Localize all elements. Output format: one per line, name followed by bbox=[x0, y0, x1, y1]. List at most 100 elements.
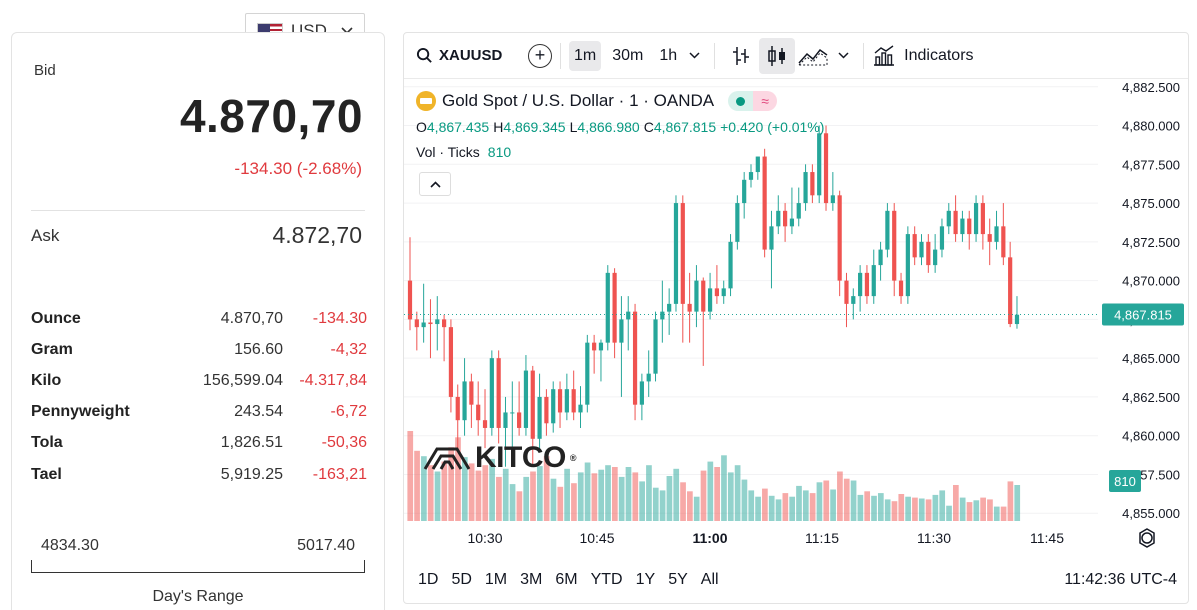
range-ytd[interactable]: YTD bbox=[590, 571, 623, 588]
day-range-label: Day's Range bbox=[152, 588, 244, 605]
unit-change: -4.317,84 bbox=[299, 371, 367, 389]
volume-bar bbox=[536, 466, 543, 521]
candle-body bbox=[844, 280, 849, 304]
candle-body bbox=[653, 319, 658, 374]
candle-body bbox=[592, 342, 597, 351]
candle-body bbox=[919, 241, 924, 258]
volume-bar bbox=[523, 476, 530, 521]
y-tick-label: 4,872.500 bbox=[1122, 235, 1180, 250]
unit-name: Tola bbox=[31, 434, 63, 452]
volume-bar bbox=[857, 494, 864, 521]
volume-bar bbox=[925, 499, 932, 521]
volume-bar bbox=[448, 447, 455, 521]
candle-body bbox=[1014, 314, 1020, 325]
candle-body bbox=[680, 203, 685, 304]
indicators-icon bbox=[874, 44, 895, 66]
y-tick-label: 4,860.000 bbox=[1122, 429, 1180, 444]
unit-name: Ounce bbox=[31, 309, 81, 327]
volume-bar bbox=[816, 482, 823, 521]
candle-body bbox=[537, 396, 542, 439]
candle-body bbox=[462, 381, 467, 421]
style-dropdown-chevron-icon[interactable] bbox=[831, 38, 855, 74]
volume-bar bbox=[789, 496, 796, 521]
range-5d[interactable]: 5D bbox=[451, 571, 472, 588]
candle-body bbox=[858, 272, 863, 297]
candle-body bbox=[796, 203, 801, 219]
volume-bar bbox=[468, 463, 475, 521]
volume-bar bbox=[707, 461, 714, 521]
candle-body bbox=[421, 322, 426, 328]
compare-plus-icon[interactable]: + bbox=[528, 43, 552, 68]
unit-row: Gram 156.60 -4,32 bbox=[31, 334, 367, 365]
settings-gear-icon[interactable] bbox=[1141, 532, 1153, 544]
candle-body bbox=[598, 342, 604, 351]
candle-body bbox=[442, 319, 447, 328]
interval-30m[interactable]: 30m bbox=[612, 46, 644, 64]
x-tick-label: 11:15 bbox=[805, 530, 839, 546]
collapse-legend-button[interactable] bbox=[419, 172, 451, 196]
divider bbox=[863, 42, 865, 69]
volume-bar bbox=[618, 476, 625, 521]
candle-body bbox=[517, 412, 522, 428]
range-1d[interactable]: 1D bbox=[418, 571, 439, 588]
volume-bar bbox=[864, 491, 871, 521]
open-value: 4,867.435 bbox=[426, 119, 490, 135]
last-volume-label: 810 bbox=[1114, 474, 1136, 489]
range-6m[interactable]: 6M bbox=[555, 571, 578, 588]
range-1y[interactable]: 1Y bbox=[635, 571, 656, 588]
market-status[interactable]: ≈ bbox=[728, 91, 778, 111]
low-value: 4,866.980 bbox=[577, 119, 640, 135]
candle-body bbox=[769, 226, 774, 250]
range-5y[interactable]: 5Y bbox=[668, 571, 688, 588]
interval-1h[interactable]: 1h bbox=[659, 46, 678, 64]
candle-body bbox=[994, 226, 999, 242]
bars-style-icon[interactable] bbox=[723, 38, 759, 74]
volume-bar bbox=[564, 468, 570, 521]
area-style-icon[interactable] bbox=[795, 38, 831, 74]
candle-body bbox=[544, 396, 549, 424]
candle-body bbox=[973, 203, 979, 235]
chart-clock[interactable]: 11:42:36 UTC-4 bbox=[1064, 571, 1177, 588]
range-all[interactable]: All bbox=[700, 571, 719, 588]
range-1m[interactable]: 1M bbox=[484, 571, 508, 588]
volume-bar bbox=[843, 478, 850, 521]
candle-body bbox=[639, 381, 644, 405]
volume-bar bbox=[475, 470, 482, 521]
chevron-up-icon bbox=[429, 180, 441, 188]
volume-bar bbox=[762, 488, 768, 521]
series-title: Gold Spot / U.S. Dollar · 1 · OANDA bbox=[442, 91, 715, 110]
indicators-button[interactable]: Indicators bbox=[872, 44, 974, 67]
divider bbox=[714, 42, 716, 69]
candle-body bbox=[571, 389, 576, 413]
range-bar: 1D 5D 1M 3M 6M YTD 1Y 5Y All 11:42:36 UT… bbox=[404, 565, 1188, 595]
candle-body bbox=[619, 319, 624, 343]
candle-body bbox=[885, 210, 890, 250]
candle-body bbox=[789, 218, 795, 227]
settings-gear-icon[interactable] bbox=[1139, 528, 1155, 548]
volume-bar bbox=[652, 487, 659, 521]
volume-bar bbox=[427, 465, 434, 521]
volume-bar bbox=[959, 497, 966, 521]
volume-bar bbox=[823, 480, 830, 521]
range-3m[interactable]: 3M bbox=[520, 571, 543, 588]
symbol-search[interactable]: XAUUSD bbox=[404, 47, 526, 64]
volume-bar bbox=[639, 481, 645, 521]
candle-body bbox=[953, 210, 958, 235]
candle-body bbox=[660, 311, 665, 320]
candle-body bbox=[707, 288, 713, 312]
candle-body bbox=[721, 288, 726, 297]
volume-bar bbox=[714, 467, 720, 521]
interval-dropdown-chevron-icon[interactable] bbox=[682, 38, 706, 74]
candle-body bbox=[871, 265, 876, 297]
volume-bar bbox=[871, 495, 877, 521]
price-chart[interactable]: 4,882.500 4,880.000 4,877.500 4,875.000 4,87… bbox=[404, 33, 1189, 604]
high-value: 4,869.345 bbox=[503, 119, 566, 135]
volume-bar bbox=[414, 450, 420, 521]
candles-style-icon[interactable] bbox=[759, 37, 796, 74]
volume-bar bbox=[646, 465, 652, 521]
volume-bar bbox=[557, 486, 564, 521]
candle-body bbox=[980, 203, 985, 235]
candle-body bbox=[428, 322, 433, 325]
interval-1m[interactable]: 1m bbox=[569, 40, 602, 71]
unit-value: 243.54 bbox=[234, 403, 283, 421]
